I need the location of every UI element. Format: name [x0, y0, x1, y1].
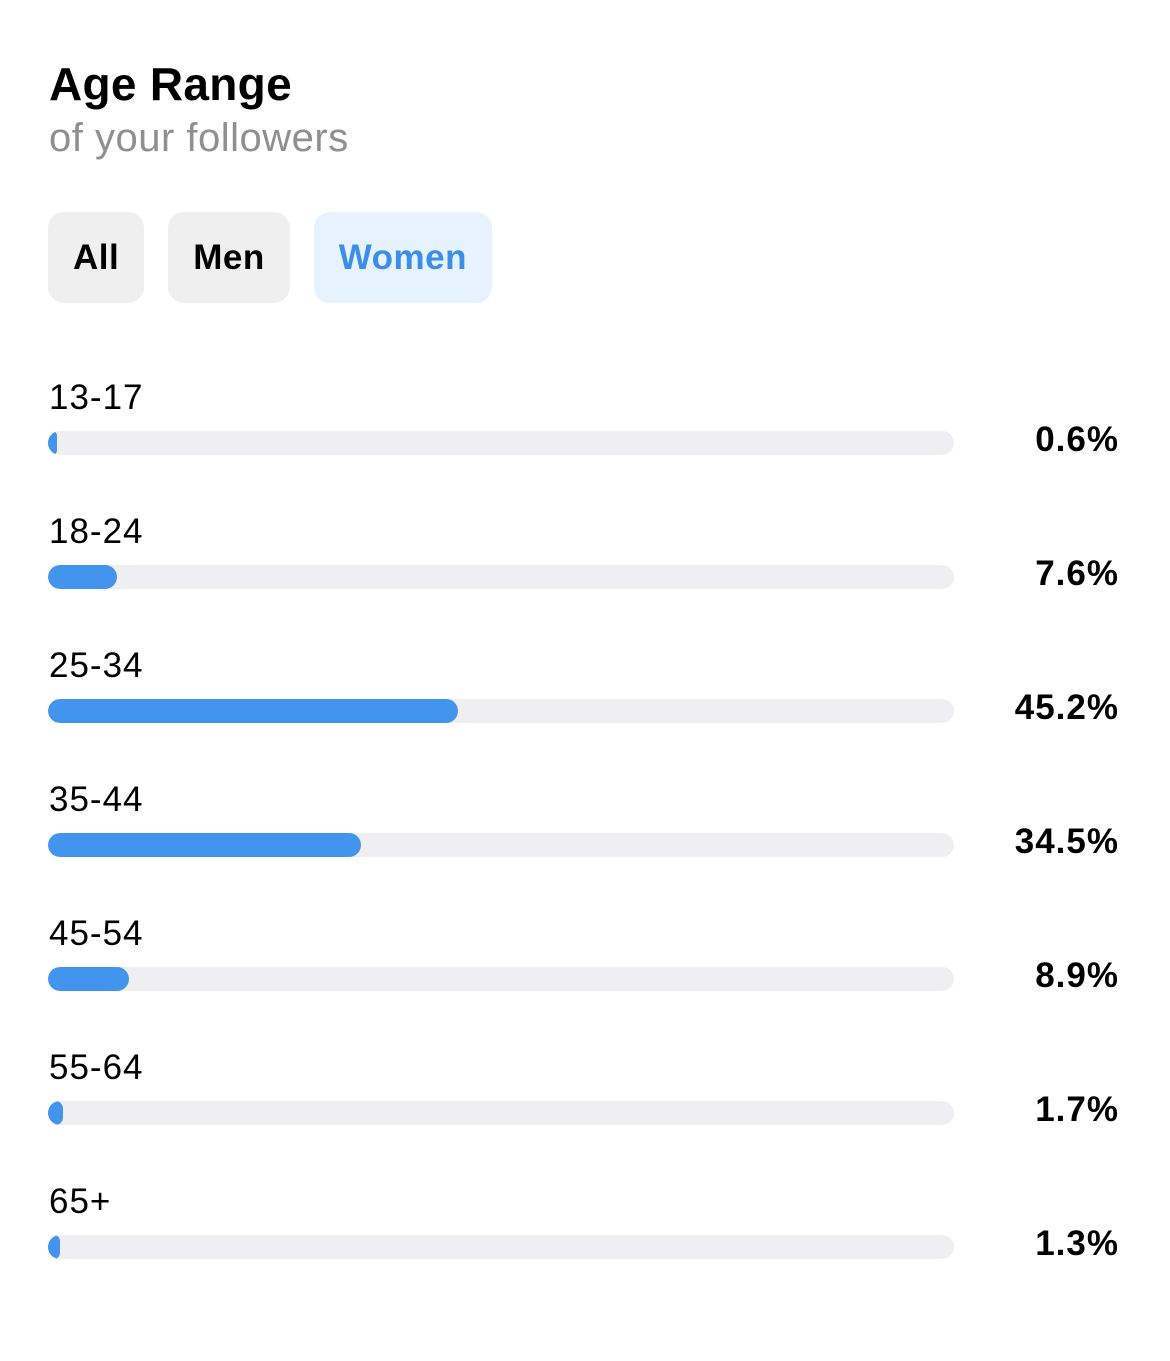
age-row-65-plus: 65+ 1.3% [0, 1182, 1170, 1292]
filter-men-button[interactable]: Men [168, 212, 290, 303]
age-label: 13-17 [49, 378, 144, 417]
progress-fill [48, 431, 57, 455]
filter-women-button[interactable]: Women [313, 212, 492, 303]
age-label: 25-34 [49, 646, 144, 685]
progress-fill [48, 699, 458, 723]
progress-fill [48, 565, 117, 589]
progress-fill [48, 1101, 63, 1125]
gender-filter-group: All Men Women [48, 212, 492, 303]
progress-track [48, 1101, 954, 1125]
age-percent: 1.7% [1035, 1090, 1119, 1129]
progress-fill [48, 1235, 60, 1259]
age-row-25-34: 25-34 45.2% [0, 646, 1170, 756]
age-row-18-24: 18-24 7.6% [0, 512, 1170, 622]
page-subtitle: of your followers [49, 116, 349, 160]
page-title: Age Range [49, 58, 292, 110]
progress-track [48, 1235, 954, 1259]
age-row-55-64: 55-64 1.7% [0, 1048, 1170, 1158]
age-label: 55-64 [49, 1048, 144, 1087]
progress-track [48, 565, 954, 589]
age-row-45-54: 45-54 8.9% [0, 914, 1170, 1024]
age-percent: 45.2% [1014, 688, 1119, 727]
filter-all-button[interactable]: All [48, 212, 145, 303]
age-row-13-17: 13-17 0.6% [0, 378, 1170, 488]
age-percent: 1.3% [1035, 1224, 1119, 1263]
progress-track [48, 699, 954, 723]
age-label: 35-44 [49, 780, 144, 819]
progress-fill [48, 833, 361, 857]
header: Age Range of your followers [49, 56, 349, 164]
age-row-35-44: 35-44 34.5% [0, 780, 1170, 890]
progress-track [48, 967, 954, 991]
age-percent: 34.5% [1014, 822, 1119, 861]
progress-track [48, 431, 954, 455]
progress-fill [48, 967, 129, 991]
age-percent: 8.9% [1035, 956, 1119, 995]
age-label: 18-24 [49, 512, 144, 551]
age-percent: 7.6% [1035, 554, 1119, 593]
progress-track [48, 833, 954, 857]
age-label: 45-54 [49, 914, 144, 953]
age-percent: 0.6% [1035, 420, 1119, 459]
age-label: 65+ [49, 1182, 112, 1221]
